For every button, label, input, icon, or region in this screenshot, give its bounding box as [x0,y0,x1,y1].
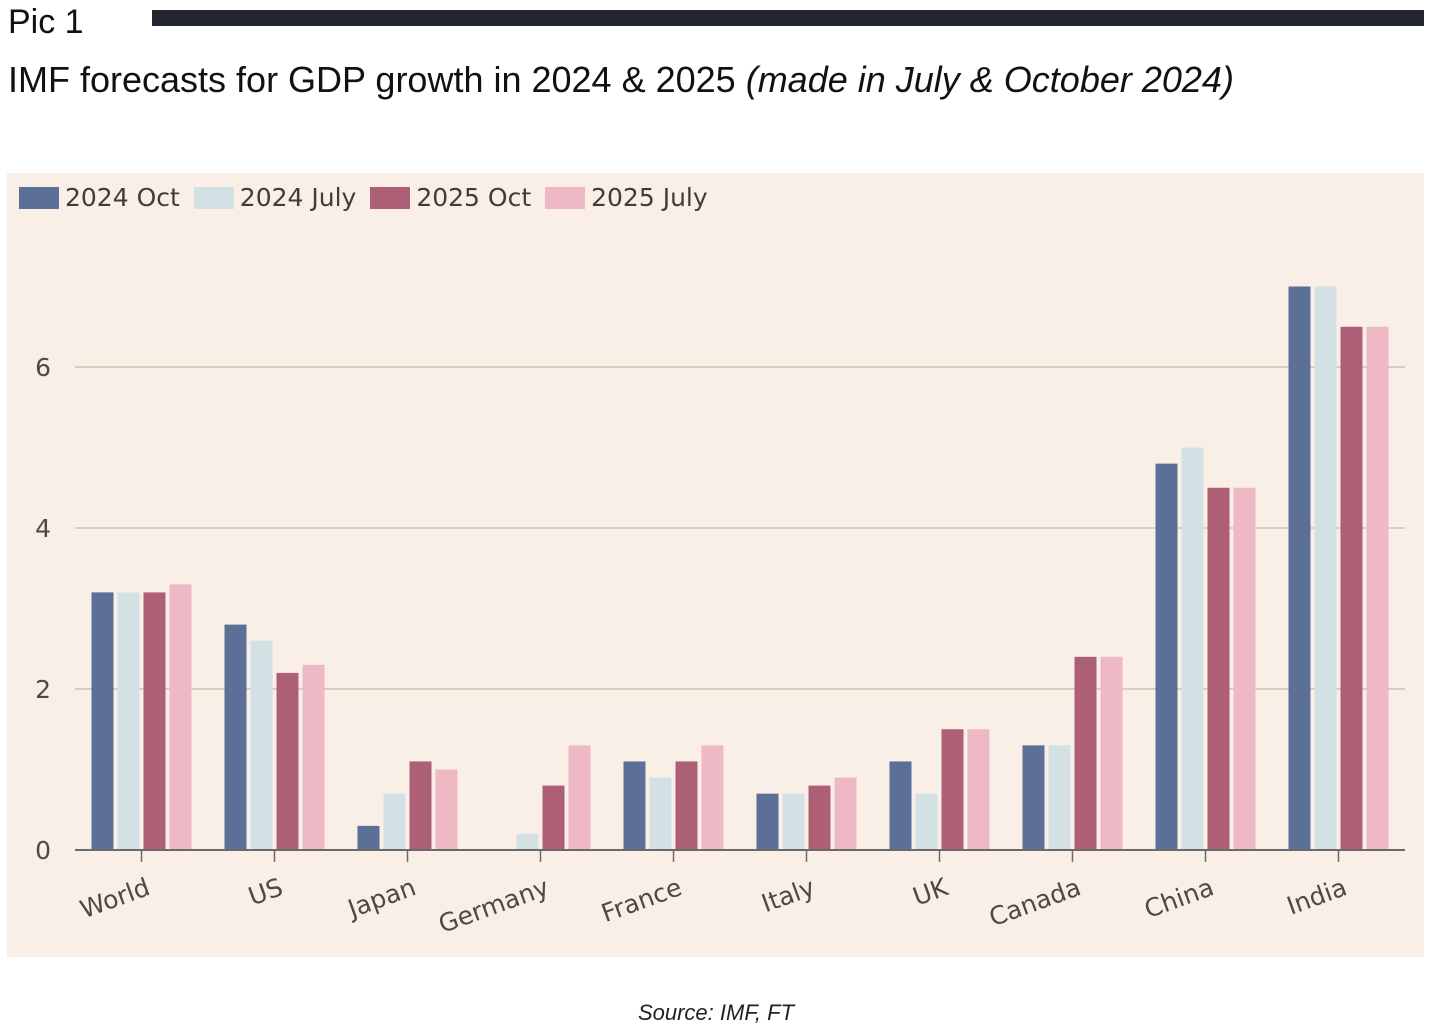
bar-us-2025-oct [276,672,299,850]
bar-world-2025-oct [143,592,166,850]
chart-title: IMF forecasts for GDP growth in 2024 & 2… [8,58,1234,102]
legend-item-2024-oct: 2024 Oct [19,183,180,212]
bar-italy-2025-oct [808,785,831,850]
legend-label-2025-oct: 2025 Oct [416,183,532,212]
bar-japan-2024-oct [357,825,380,850]
x-tick-label-china: China [1141,872,1218,924]
bar-india-2025-oct [1340,326,1363,850]
legend-item-2024-july: 2024 July [193,183,357,212]
bar-uk-2024-oct [889,761,912,850]
bar-france-2024-july [649,777,672,850]
bar-canada-2025-july [1100,656,1123,850]
legend-item-2025-oct: 2025 Oct [370,183,531,212]
chart-title-main: IMF forecasts for GDP growth in 2024 & 2… [8,59,736,100]
x-tick-label-italy: Italy [758,872,819,918]
legend-label-2024-july: 2024 July [239,183,357,212]
bar-italy-2024-oct [756,793,779,850]
legend-swatch-2025-july [545,186,586,209]
y-tick-label-6: 6 [35,353,51,382]
source-note: Source: IMF, FT [637,1000,795,1025]
y-tick-label-4: 4 [35,514,51,543]
bar-china-2025-july [1233,487,1256,850]
bar-germany-2024-july [516,833,539,850]
bar-japan-2025-oct [409,761,432,850]
y-tick-label-0: 0 [35,836,51,865]
legend-label-2025-july: 2025 July [591,183,708,212]
bar-india-2024-july [1314,286,1337,850]
bar-us-2024-july [250,640,273,850]
x-tick-label-india: India [1283,872,1351,920]
bar-italy-2024-july [782,793,805,850]
bar-india-2025-july [1366,326,1389,850]
legend-swatch-2024-july [193,186,234,209]
bar-japan-2024-july [383,793,406,850]
bar-us-2025-july [302,664,325,850]
chart-panel: 2024 Oct 2024 July 2025 Oct 2025 July 0 2… [7,173,1424,957]
bar-china-2024-oct [1155,463,1178,850]
header-rule [152,10,1424,26]
bar-france-2025-july [701,745,724,850]
x-tick-label-canada: Canada [985,872,1084,932]
bar-japan-2025-july [435,769,458,850]
x-tick-label-germany: Germany [435,872,553,939]
bar-uk-2025-july [967,729,990,850]
bar-uk-2025-oct [941,729,964,850]
bar-canada-2024-july [1048,745,1071,850]
bar-china-2024-july [1181,447,1204,850]
legend-swatch-2024-oct [19,186,59,209]
x-tick-label-world: World [76,872,153,924]
chart-legend: 2024 Oct 2024 July 2025 Oct 2025 July [19,183,722,212]
legend-label-2024-oct: 2024 Oct [65,183,180,212]
bar-france-2024-oct [623,761,646,850]
legend-item-2025-july: 2025 July [545,183,708,212]
bar-world-2024-july [117,592,140,850]
pic-label: Pic 1 [8,3,84,41]
bar-canada-2024-oct [1022,745,1045,850]
bar-india-2024-oct [1288,286,1311,850]
bar-germany-2025-july [568,745,591,850]
bar-uk-2024-july [915,793,938,850]
bar-france-2025-oct [675,761,698,850]
bar-germany-2025-oct [542,785,565,850]
x-tick-label-us: US [245,872,287,911]
bar-world-2025-july [169,584,192,850]
bar-china-2025-oct [1207,487,1230,850]
x-tick-label-japan: Japan [342,872,419,924]
bar-us-2024-oct [224,624,247,850]
bar-canada-2025-oct [1074,656,1097,850]
bar-chart: 0 2 4 6 World US Japan Germany France Italy UK Cana… [35,286,1405,939]
chart-subtitle: (made in July & October 2024) [745,59,1234,100]
bar-italy-2025-july [834,777,857,850]
legend-swatch-2025-oct [370,186,411,209]
bar-world-2024-oct [91,592,114,850]
y-tick-label-2: 2 [35,675,51,704]
x-tick-label-uk: UK [909,872,952,911]
x-tick-label-france: France [598,872,686,928]
